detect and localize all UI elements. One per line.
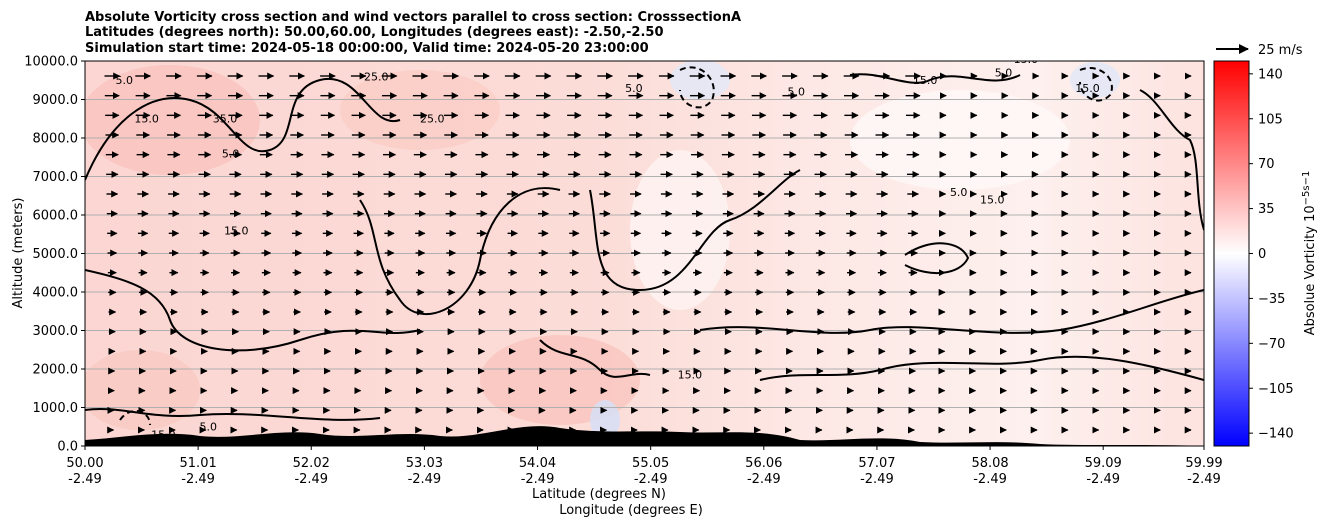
y-tick-label: 9000.0: [33, 93, 79, 108]
x-axis-ticks: 50.00-2.4951.01-2.4952.02-2.4953.03-2.49…: [66, 446, 1223, 487]
y-tick-label: 7000.0: [33, 170, 79, 185]
contour-label: 5.0: [199, 421, 217, 434]
title-line-1: Absolute Vorticity cross section and win…: [85, 10, 741, 25]
y-tick-label: 10000.0: [24, 55, 78, 70]
contour-labels: 5.0 25.015.0 35.0 25.05.015.05.015.05.0 5.01…: [115, 53, 1100, 441]
title-line-2: Latitudes (degrees north): 50.00,60.00, …: [85, 25, 664, 40]
contour-label: 15.0: [1014, 53, 1039, 66]
plot-area: 5.0 25.015.0 35.0 25.05.015.05.015.05.0 5.01…: [85, 53, 1204, 446]
vorticity-patch: [85, 65, 260, 175]
x-tick-label-lon: -2.49: [860, 472, 894, 487]
y-tick-label: 4000.0: [33, 286, 79, 301]
y-tick-label: 3000.0: [33, 324, 79, 339]
x-axis-label-latitude: Latitude (degrees N): [532, 487, 666, 502]
x-axis-label-longitude: Longitude (degrees E): [559, 503, 703, 518]
colorbar-label-units: −5s−1: [1301, 171, 1312, 206]
contour-line: [85, 77, 401, 181]
colorbar-label-text: Absolue Vorticity 10: [1303, 205, 1318, 335]
x-tick-label-lon: -2.49: [521, 472, 555, 487]
x-tick-label-lat: 52.02: [293, 456, 330, 471]
y-tick-label: 2000.0: [33, 363, 79, 378]
y-tick-label: 0.0: [57, 440, 78, 455]
colorbar-tick-label: −70: [1258, 337, 1285, 352]
x-tick-label-lat: 56.06: [745, 456, 782, 471]
x-tick-label-lon: -2.49: [1086, 472, 1120, 487]
x-tick-label-lon: -2.49: [973, 472, 1007, 487]
x-tick-label-lon: -2.49: [294, 472, 328, 487]
x-tick-label-lat: 59.09: [1085, 456, 1122, 471]
x-tick-label-lat: 55.05: [632, 456, 669, 471]
contour-line: [539, 339, 651, 378]
colorbar-tick-label: 105: [1258, 112, 1283, 127]
contour-label: 5.0: [625, 82, 643, 95]
colorbar-tick-label: −105: [1258, 382, 1294, 397]
wind-vectors: [104, 72, 1192, 434]
quiver-key-label: 25 m/s: [1258, 43, 1303, 58]
contour-line: [1139, 89, 1204, 231]
contour-label: 5.0: [950, 186, 968, 199]
y-axis-label: Altitude (meters): [11, 198, 26, 309]
contour-label: 25.0: [364, 70, 389, 83]
y-tick-label: 1000.0: [33, 401, 79, 416]
contour-label: 15.0: [1075, 82, 1100, 95]
contour-line: [904, 242, 970, 275]
title-line-3: Simulation start time: 2024-05-18 00:00:…: [85, 41, 649, 56]
colorbar-tick-label: 35: [1258, 202, 1275, 217]
colorbar-tick-label: −35: [1258, 292, 1285, 307]
x-tick-label-lat: 57.07: [858, 456, 895, 471]
x-tick-label-lon: -2.49: [181, 472, 215, 487]
y-tick-label: 5000.0: [33, 247, 79, 262]
colorbar-tick-label: −140: [1258, 427, 1294, 442]
contour-line: [759, 355, 1204, 381]
y-tick-label: 8000.0: [33, 132, 79, 147]
x-tick-label-lon: -2.49: [634, 472, 668, 487]
vorticity-patch: [630, 150, 730, 310]
colorbar-tick-label: 0: [1258, 247, 1266, 262]
chart-title: Absolute Vorticity cross section and win…: [85, 10, 741, 56]
terrain-profile: [85, 426, 1204, 446]
x-tick-label-lon: -2.49: [747, 472, 781, 487]
x-tick-label-lat: 58.08: [971, 456, 1008, 471]
x-tick-label-lat: 54.04: [519, 456, 556, 471]
negative-contour-line: [1079, 67, 1113, 102]
x-tick-label-lat: 51.01: [180, 456, 217, 471]
contour-label: 5.0: [788, 86, 806, 99]
y-axis-ticks: 0.0 1000.0 2000.0 3000.0 4000.0 5000.0 6000.0 7…: [24, 55, 85, 455]
x-tick-label-lat: 53.03: [406, 456, 443, 471]
contour-label: 25.0: [420, 113, 445, 126]
contour-line: [359, 187, 561, 316]
contour-line: [589, 169, 801, 292]
colorbar-gradient: [1213, 60, 1250, 447]
vorticity-contours: [85, 73, 1204, 421]
negative-vorticity-patch: [590, 400, 620, 440]
colorbar: 140 105 70 35 0 −35 −70 −105 −140 Absolue Vortic…: [1213, 60, 1318, 447]
colorbar-label: Absolue Vorticity 10−5s−1: [1301, 171, 1318, 336]
x-tick-label-lat: 50.00: [66, 456, 103, 471]
y-tick-label: 6000.0: [33, 209, 79, 224]
contour-label: 15.0: [980, 193, 1005, 206]
contour-label: 15.0: [134, 113, 159, 126]
vorticity-patch: [85, 350, 200, 430]
vorticity-patch: [340, 70, 500, 150]
colorbar-tick-label: 70: [1258, 157, 1275, 172]
contour-line: [85, 408, 381, 421]
colorbar-ticks: 140 105 70 35 0 −35 −70 −105 −140: [1249, 67, 1294, 442]
quiver-key: 25 m/s: [1216, 43, 1303, 58]
contour-label: 5.0: [222, 147, 240, 160]
contour-label: 15.0: [224, 224, 249, 237]
vorticity-patch: [850, 90, 1070, 190]
contour-label: 35.0: [213, 113, 238, 126]
x-tick-label-lat: 59.99: [1185, 456, 1222, 471]
negative-vorticity-patch: [670, 61, 730, 100]
x-tick-label-lon: -2.49: [408, 472, 442, 487]
colorbar-tick-label: 140: [1258, 67, 1283, 82]
contour-label: 5.0: [995, 66, 1013, 79]
x-tick-label-lon: -2.49: [68, 472, 102, 487]
x-tick-label-lon: -2.49: [1187, 472, 1221, 487]
